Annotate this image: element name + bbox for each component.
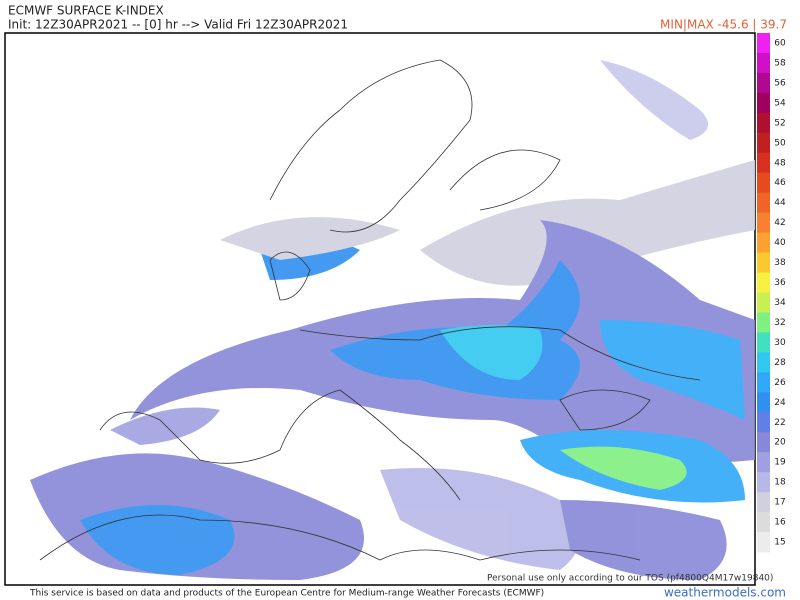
colorbar-label: 60	[774, 38, 786, 48]
colorbar-label: 42	[774, 218, 785, 228]
colorbar-swatch	[757, 292, 770, 313]
colorbar-label: 16	[774, 518, 786, 528]
colorbar-swatch	[757, 392, 770, 413]
colorbar-swatch	[757, 272, 770, 293]
colorbar-swatch	[757, 312, 770, 333]
colorbar-label: 38	[774, 258, 786, 268]
colorbar-label: 34	[774, 298, 786, 308]
colorbar-swatch	[757, 72, 770, 94]
colorbar-label: 28	[774, 358, 786, 368]
colorbar-label: 44	[774, 198, 786, 208]
colorbar-swatch	[757, 412, 770, 433]
colorbar-label: 20	[774, 438, 786, 448]
colorbar-swatch	[757, 252, 770, 274]
colorbar-swatch	[757, 92, 770, 114]
colorbar-label: 30	[774, 338, 786, 348]
colorbar-label: 40	[774, 238, 786, 248]
colorbar-label: 58	[774, 58, 786, 68]
colorbar-swatch	[757, 192, 770, 214]
colorbar-label: 36	[774, 278, 786, 288]
colorbar-swatch	[757, 372, 770, 393]
colorbar-label: 52	[774, 118, 785, 128]
colorbar-swatch	[757, 492, 770, 513]
map-subtitle: Init: 12Z30APR2021 -- [0] hr --> Valid F…	[8, 18, 348, 32]
colorbar: 60 58 56 54 52 50 48 46 44 42 40 38 36 34 32 30 28 26 24 22…	[757, 33, 786, 553]
colorbar-swatch	[757, 33, 770, 54]
colorbar-swatch	[757, 212, 770, 234]
colorbar-label: 50	[774, 138, 786, 148]
map-title: ECMWF SURFACE K-INDEX	[8, 4, 164, 18]
colorbar-swatch	[757, 132, 770, 154]
colorbar-label: 32	[774, 318, 785, 328]
colorbar-swatch	[757, 432, 770, 453]
colorbar-swatch	[757, 232, 770, 254]
colorbar-swatch	[757, 112, 770, 134]
map-area	[4, 32, 756, 586]
min-max: MIN|MAX -45.6 | 39.7	[660, 18, 787, 32]
colorbar-label: 48	[774, 158, 786, 168]
colorbar-label: 56	[774, 78, 786, 88]
colorbar-label: 26	[774, 378, 786, 388]
colorbar-label: 18	[774, 478, 786, 488]
colorbar-label: 24	[774, 398, 786, 408]
colorbar-swatch	[757, 52, 770, 74]
tos-note: Personal use only according to our TOS (…	[487, 574, 773, 584]
credit: weathermodels.com	[664, 586, 786, 600]
colorbar-swatch	[757, 512, 770, 533]
colorbar-swatch	[757, 152, 770, 174]
colorbar-label: 46	[774, 178, 786, 188]
colorbar-label: 17	[774, 498, 785, 508]
colorbar-swatch	[757, 532, 770, 553]
disclaimer: This service is based on data and produc…	[29, 589, 544, 599]
colorbar-label: 19	[774, 458, 786, 468]
colorbar-label: 54	[774, 98, 786, 108]
colorbar-swatch	[757, 172, 770, 194]
colorbar-swatch	[757, 352, 770, 373]
colorbar-swatch	[757, 332, 770, 353]
colorbar-swatch	[757, 472, 770, 493]
colorbar-label: 15	[774, 538, 785, 548]
colorbar-swatch	[757, 452, 770, 473]
colorbar-label: 22	[774, 418, 785, 428]
